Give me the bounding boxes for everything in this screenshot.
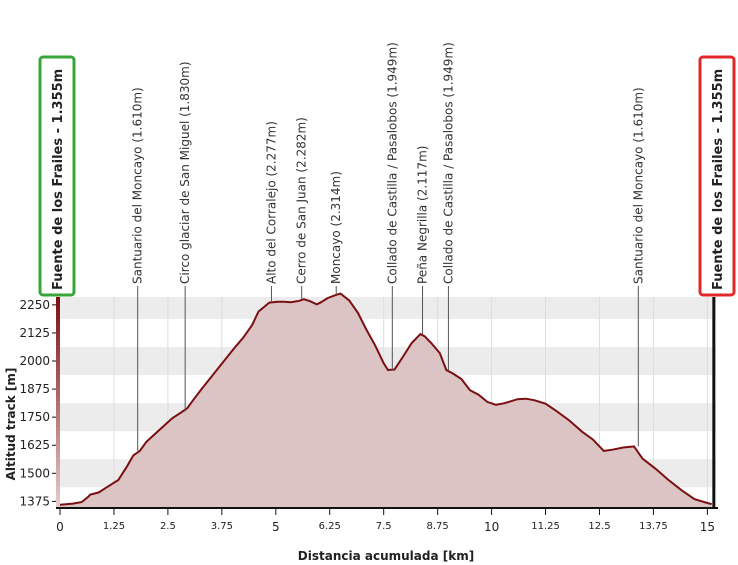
x-tick-label: 12.5	[588, 521, 610, 532]
x-tick-label: 13.75	[639, 521, 668, 532]
y-axis-label: Altitud track [m]	[4, 368, 18, 481]
y-tick-label: 2250	[19, 298, 50, 312]
waypoint-labels: Santuario del Moncayo (1.610m) Circo glac…	[131, 42, 646, 284]
end-point-box	[698, 55, 736, 297]
y-tick-label: 1500	[19, 466, 50, 480]
x-tick-label: 7.5	[376, 521, 392, 532]
waypoint-label: Collado de Castilla / Pasalobos (1.949m)	[441, 42, 455, 284]
x-tick-label: 11.25	[531, 521, 560, 532]
waypoint-label: Moncayo (2.314m)	[329, 171, 343, 284]
waypoint-label: Peña Negrilla (2.117m)	[416, 146, 430, 284]
y-tick-label: 1750	[19, 410, 50, 424]
y-axis-ticks: 1375 1500 1625 1750 1875 2000 2125 2250	[19, 298, 56, 508]
waypoint-label: Collado de Castilla / Pasalobos (1.949m)	[385, 42, 399, 284]
elevation-area	[60, 293, 712, 507]
y-tick-label: 2000	[19, 354, 50, 368]
x-tick-label: 6.25	[319, 521, 341, 532]
x-tick-label: 8.75	[426, 521, 448, 532]
x-tick-label: 2.5	[160, 521, 176, 532]
x-axis-ticks: 0 1.25 2.5 3.75 5 6.25 7.5 8.75 10 11.25 12.5 13.75…	[56, 509, 715, 534]
start-point-label: Fuente de los Frailes - 1.355m	[51, 69, 66, 290]
x-tick-label: 0	[56, 520, 64, 534]
y-tick-label: 1875	[19, 382, 50, 396]
y-tick-label: 1375	[19, 494, 50, 508]
x-tick-label: 3.75	[211, 521, 233, 532]
end-point-label: Fuente de los Frailes - 1.355m	[711, 69, 726, 290]
x-tick-label: 15	[700, 520, 715, 534]
x-axis-label: Distancia acumulada [km]	[298, 549, 474, 563]
waypoint-label: Alto del Corralejo (2.277m)	[264, 121, 278, 284]
waypoint-label: Circo glaciar de San Miguel (1.830m)	[178, 61, 192, 284]
start-point-box	[38, 55, 76, 297]
x-tick-label: 5	[272, 520, 280, 534]
elevation-line	[59, 292, 712, 506]
x-tick-label: 10	[484, 520, 499, 534]
waypoint-leaders	[137, 286, 639, 451]
y-tick-label: 2125	[19, 326, 50, 340]
waypoint-label: Cerro de San Juan (2.282m)	[295, 117, 309, 284]
x-tick-label: 1.25	[103, 521, 125, 532]
waypoint-label: Santuario del Moncayo (1.610m)	[631, 87, 645, 284]
grid-band	[60, 297, 716, 319]
waypoint-label: Santuario del Moncayo (1.610m)	[131, 87, 145, 284]
y-axis-bar	[56, 297, 60, 507]
y-tick-label: 1625	[19, 438, 50, 452]
